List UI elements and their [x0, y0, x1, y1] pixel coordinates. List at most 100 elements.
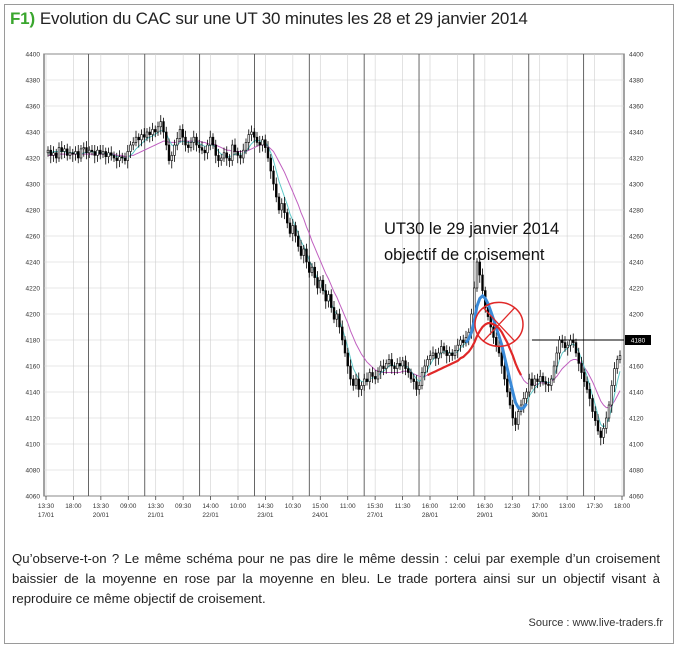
candle-body: [176, 138, 179, 146]
candle-body: [231, 144, 234, 161]
candle-body: [390, 359, 393, 367]
candle-body: [159, 121, 162, 128]
candle-body: [396, 363, 399, 369]
candle-body: [71, 152, 74, 155]
candle-body: [607, 404, 611, 419]
x-tick-label-time: 10:30: [285, 503, 302, 510]
candle-body: [302, 248, 305, 256]
candle-body: [319, 279, 322, 289]
y-tick-label-left: 4340: [26, 130, 41, 137]
x-tick-label-time: 11:00: [340, 503, 356, 510]
candle-body: [79, 148, 83, 159]
y-tick-label-right: 4240: [629, 260, 644, 267]
candle-body: [269, 157, 272, 172]
candle-body: [244, 142, 248, 151]
candle-body: [305, 248, 308, 263]
candle-body: [456, 344, 459, 351]
candle-body: [574, 342, 578, 354]
candle-body: [357, 378, 360, 390]
candle-body: [126, 151, 129, 161]
candle-body: [88, 149, 91, 154]
candle-body: [68, 152, 72, 156]
candle-body: [423, 365, 426, 373]
candle-body: [495, 337, 498, 347]
candle-body: [508, 391, 512, 406]
y-tick-label-right: 4100: [629, 442, 644, 449]
candle-body: [583, 372, 586, 382]
x-tick-label-date: 24/01: [312, 512, 329, 519]
candle-body: [602, 428, 605, 438]
candle-body: [294, 225, 297, 237]
y-tick-label-left: 4380: [26, 78, 41, 85]
y-tick-label-right: 4300: [629, 182, 644, 189]
y-tick-label-left: 4180: [26, 338, 41, 345]
candle-body: [132, 142, 135, 146]
candle-body: [118, 156, 121, 161]
candle-body: [547, 383, 550, 386]
candle-body: [563, 342, 567, 349]
candle-body: [558, 339, 561, 354]
x-tick-label-time: 11:30: [395, 503, 411, 510]
candle-body: [200, 147, 204, 151]
y-tick-label-left: 4160: [26, 364, 41, 371]
candle-body: [63, 148, 66, 152]
candle-body: [104, 151, 107, 157]
candle-body: [605, 417, 608, 429]
candle-body: [363, 378, 366, 386]
candle-body: [220, 157, 223, 161]
candle-body: [453, 350, 457, 356]
y-tick-label-right: 4360: [629, 104, 644, 111]
candle-body: [214, 144, 217, 156]
x-tick-label-time: 17:30: [586, 503, 603, 510]
candle-body: [239, 155, 242, 159]
candle-body: [77, 151, 80, 159]
chart-area: 4060 4060 4080 4080 4100 4100 4120 4120 4140 4140…: [10, 46, 656, 536]
candle-body: [283, 203, 286, 213]
candle-body: [107, 152, 110, 158]
candle-body: [280, 203, 283, 211]
candle-body: [517, 411, 520, 425]
candle-body: [228, 157, 231, 161]
candle-body: [137, 136, 140, 141]
candle-body: [500, 352, 503, 367]
ma-slow-line-pink: [48, 140, 621, 409]
x-tick-label-time: 16:00: [422, 503, 439, 510]
last-price-label: 4180: [631, 338, 646, 345]
candle-body: [376, 370, 380, 380]
y-tick-label-left: 4360: [26, 104, 41, 111]
candle-body: [594, 411, 597, 421]
candle-body: [434, 352, 437, 359]
candle-body: [412, 378, 415, 382]
x-tick-label-date: 20/01: [93, 512, 110, 519]
y-tick-label-right: 4340: [629, 130, 644, 137]
crossover-circle: [474, 301, 524, 348]
figure-caption: Qu’observe-t-on ? Le même schéma pour ne…: [12, 551, 660, 606]
candle-body: [233, 144, 237, 152]
candle-body: [528, 378, 531, 393]
candle-body: [255, 136, 259, 143]
candle-body: [368, 372, 371, 382]
candle-body: [129, 144, 132, 152]
y-tick-label-left: 4320: [26, 156, 41, 163]
x-tick-label-date: 29/01: [477, 512, 494, 519]
candle-body: [291, 225, 294, 234]
candle-body: [431, 352, 435, 356]
candle-body: [222, 152, 226, 159]
candle-body: [275, 183, 278, 198]
x-tick-label-date: 30/01: [532, 512, 549, 519]
candle-body: [429, 355, 432, 360]
candle-body: [566, 344, 569, 349]
candle-body: [393, 365, 396, 369]
x-tick-label-date: 17/01: [38, 512, 55, 519]
candle-body: [187, 144, 190, 148]
candle-body: [167, 144, 171, 161]
x-tick-label-time: 15:30: [367, 503, 384, 510]
y-tick-label-right: 4260: [629, 234, 644, 241]
y-tick-label-right: 4140: [629, 390, 644, 397]
candle-body: [57, 147, 61, 159]
candle-body: [481, 274, 484, 291]
x-tick-label-date: 27/01: [367, 512, 384, 519]
candle-body: [66, 148, 69, 156]
last-price-badge: [625, 335, 651, 345]
y-tick-label-right: 4160: [629, 364, 644, 371]
